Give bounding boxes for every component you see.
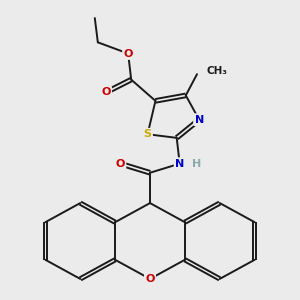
- Text: H: H: [192, 159, 201, 169]
- Text: O: O: [116, 159, 125, 169]
- Text: N: N: [175, 159, 184, 169]
- Text: O: O: [145, 274, 155, 284]
- Text: S: S: [144, 129, 152, 139]
- Text: O: O: [124, 49, 133, 58]
- Text: O: O: [101, 87, 111, 98]
- Text: CH₃: CH₃: [206, 66, 227, 76]
- Text: N: N: [194, 115, 204, 125]
